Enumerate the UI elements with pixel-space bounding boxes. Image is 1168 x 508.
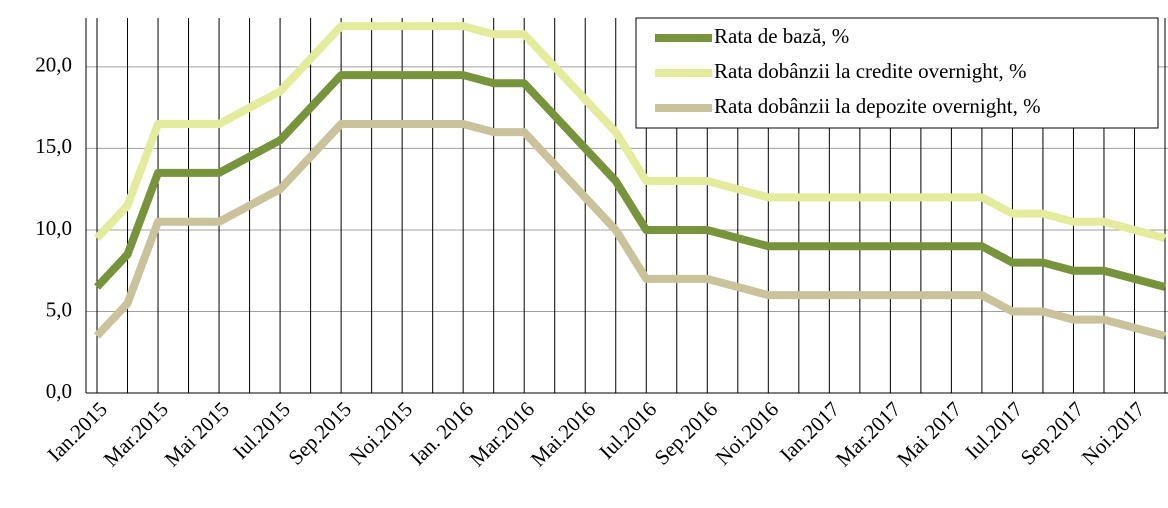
x-tick-label: Mai.2016 — [526, 397, 600, 471]
legend-label: Rata de bază, % — [714, 24, 849, 48]
y-tick-label: 10,0 — [35, 216, 72, 240]
legend: Rata de bază, % Rata dobânzii la credite … — [635, 17, 1159, 129]
series-line — [94, 71, 1167, 291]
x-tick-label: Mar.2017 — [831, 397, 905, 471]
x-tick-label: Ian. 2016 — [405, 397, 478, 470]
x-tick-label: Mai 2017 — [892, 397, 966, 471]
x-tick-label: Noi.2015 — [344, 397, 417, 470]
x-tick-label: Mar.2016 — [465, 397, 539, 471]
series-line — [94, 119, 1167, 340]
x-tick-label: Mar.2015 — [99, 397, 173, 471]
y-tick-label: 15,0 — [35, 134, 72, 158]
legend-box — [635, 17, 1159, 129]
x-tick-label: Noi.2017 — [1077, 397, 1150, 470]
legend-label: Rata dobânzii la depozite overnight, % — [714, 94, 1041, 118]
x-tick-label: Sep.2017 — [1016, 397, 1089, 470]
y-tick-label: 0,0 — [46, 379, 72, 403]
series-line — [94, 22, 1167, 242]
x-tick-label: Sep.2016 — [650, 397, 723, 470]
x-tick-label: Sep.2015 — [283, 397, 356, 470]
y-tick-label: 20,0 — [35, 53, 72, 77]
x-tick-label: Noi.2016 — [711, 397, 784, 470]
legend-label: Rata dobânzii la credite overnight, % — [714, 59, 1027, 83]
x-tick-label: Mai 2015 — [160, 397, 234, 471]
y-tick-label: 5,0 — [46, 297, 72, 321]
